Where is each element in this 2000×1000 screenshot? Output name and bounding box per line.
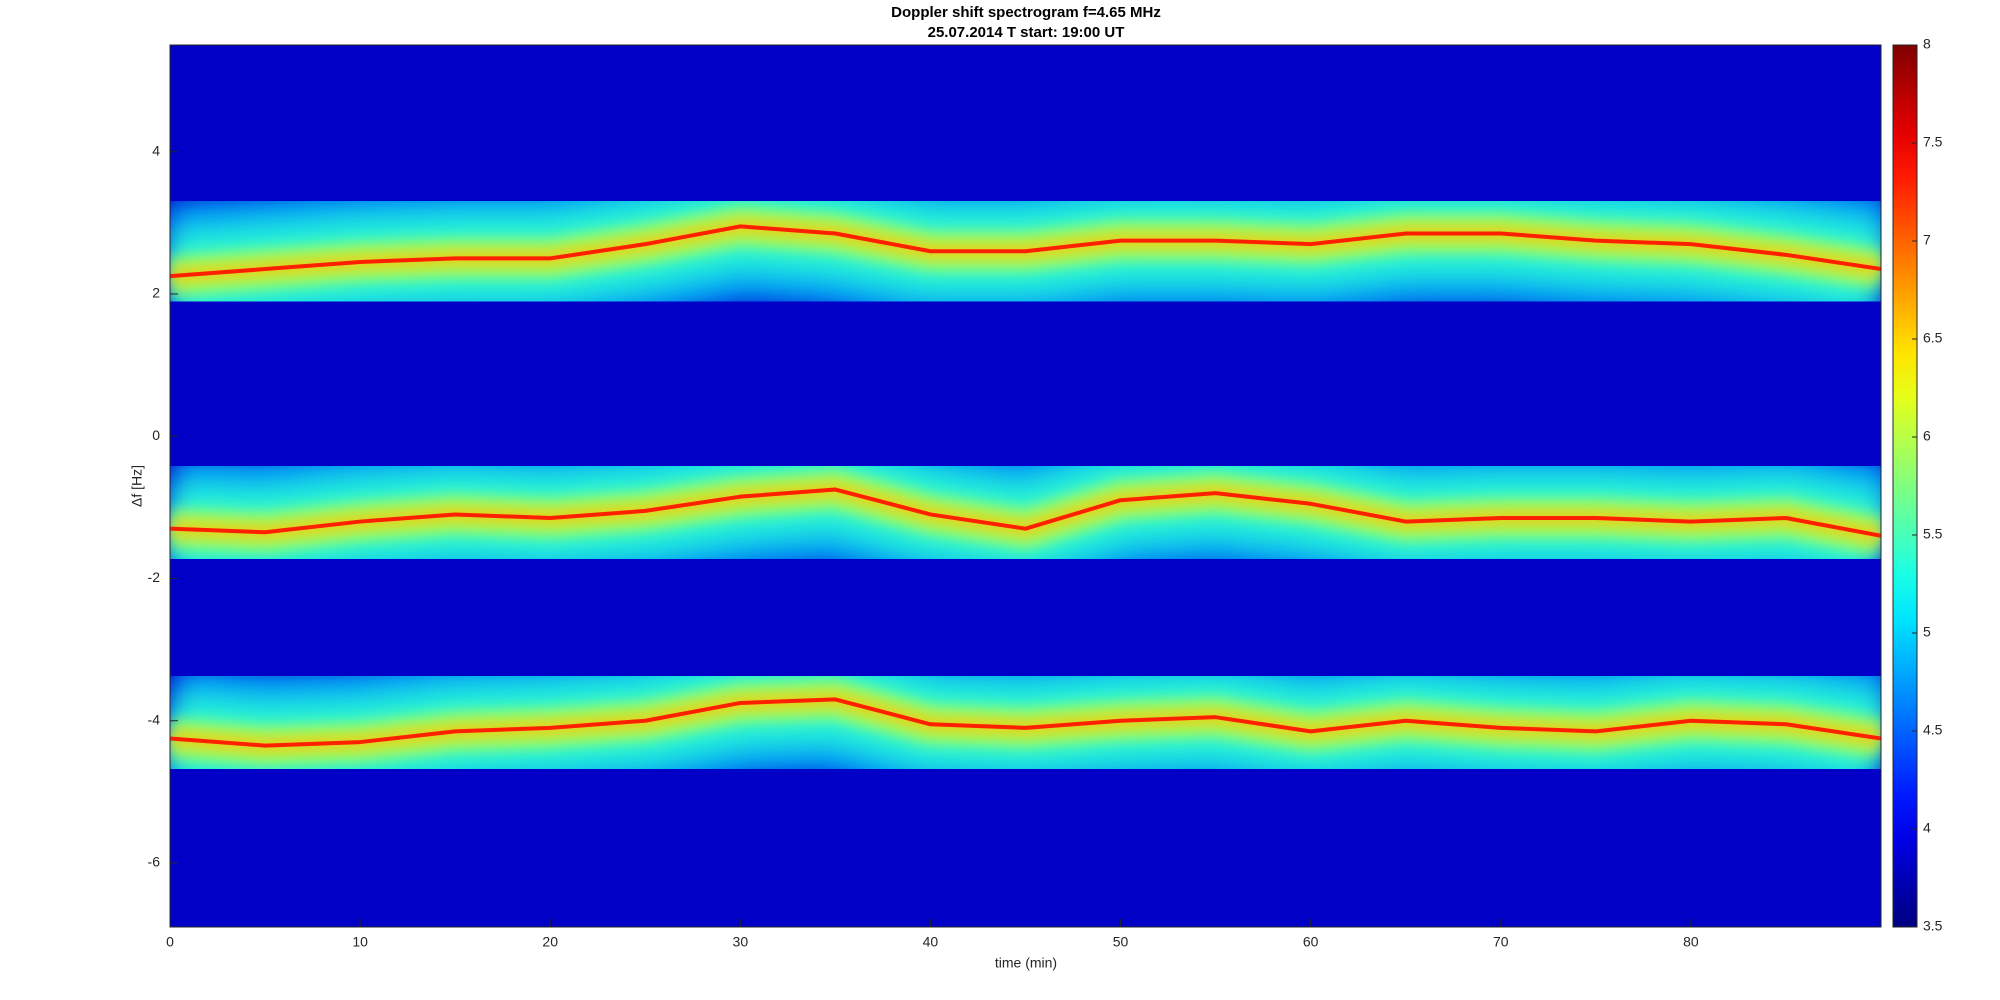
colorbar-tick-label: 8 [1923, 36, 1931, 52]
colorbar [1892, 44, 1918, 928]
x-tick-label: 0 [166, 934, 174, 950]
colorbar-tick-label: 4.5 [1923, 722, 1943, 738]
colorbar-tick-label: 5 [1923, 624, 1931, 640]
y-tick-label: -2 [148, 569, 161, 585]
y-tick-label: 0 [152, 427, 160, 443]
x-tick-label: 30 [733, 934, 749, 950]
x-tick-label: 10 [352, 934, 368, 950]
spectral-ridge [170, 224, 1881, 279]
spectral-ridge [170, 697, 1881, 748]
colorbar-tick-label: 7 [1923, 232, 1931, 248]
y-axis-label: Δf [Hz] [129, 465, 145, 507]
y-tick-label: 4 [152, 142, 160, 158]
x-tick-label: 70 [1493, 934, 1509, 950]
x-tick-label: 40 [923, 934, 939, 950]
y-tick-label: -6 [148, 854, 161, 870]
colorbar-tick-label: 6.5 [1923, 330, 1943, 346]
x-tick-label: 80 [1683, 934, 1699, 950]
colorbar-tick-label: 7.5 [1923, 134, 1943, 150]
chart-title: Doppler shift spectrogram f=4.65 MHz [891, 4, 1161, 21]
x-tick-label: 50 [1113, 934, 1129, 950]
plot-area [170, 151, 1881, 821]
colorbar-tick-label: 4 [1923, 820, 1931, 836]
y-tick-label: 2 [152, 285, 160, 301]
x-tick-label: 20 [542, 934, 558, 950]
colorbar-tick-label: 5.5 [1923, 526, 1943, 542]
x-tick-label: 60 [1303, 934, 1319, 950]
plot-frame [169, 44, 1882, 928]
colorbar-tick-label: 3.5 [1923, 918, 1943, 934]
x-axis-label: time (min) [995, 955, 1057, 971]
y-tick-label: -4 [148, 711, 161, 727]
spectral-ridge [170, 487, 1881, 538]
colorbar-tick-label: 6 [1923, 428, 1931, 444]
chart-subtitle: 25.07.2014 T start: 19:00 UT [928, 24, 1125, 41]
